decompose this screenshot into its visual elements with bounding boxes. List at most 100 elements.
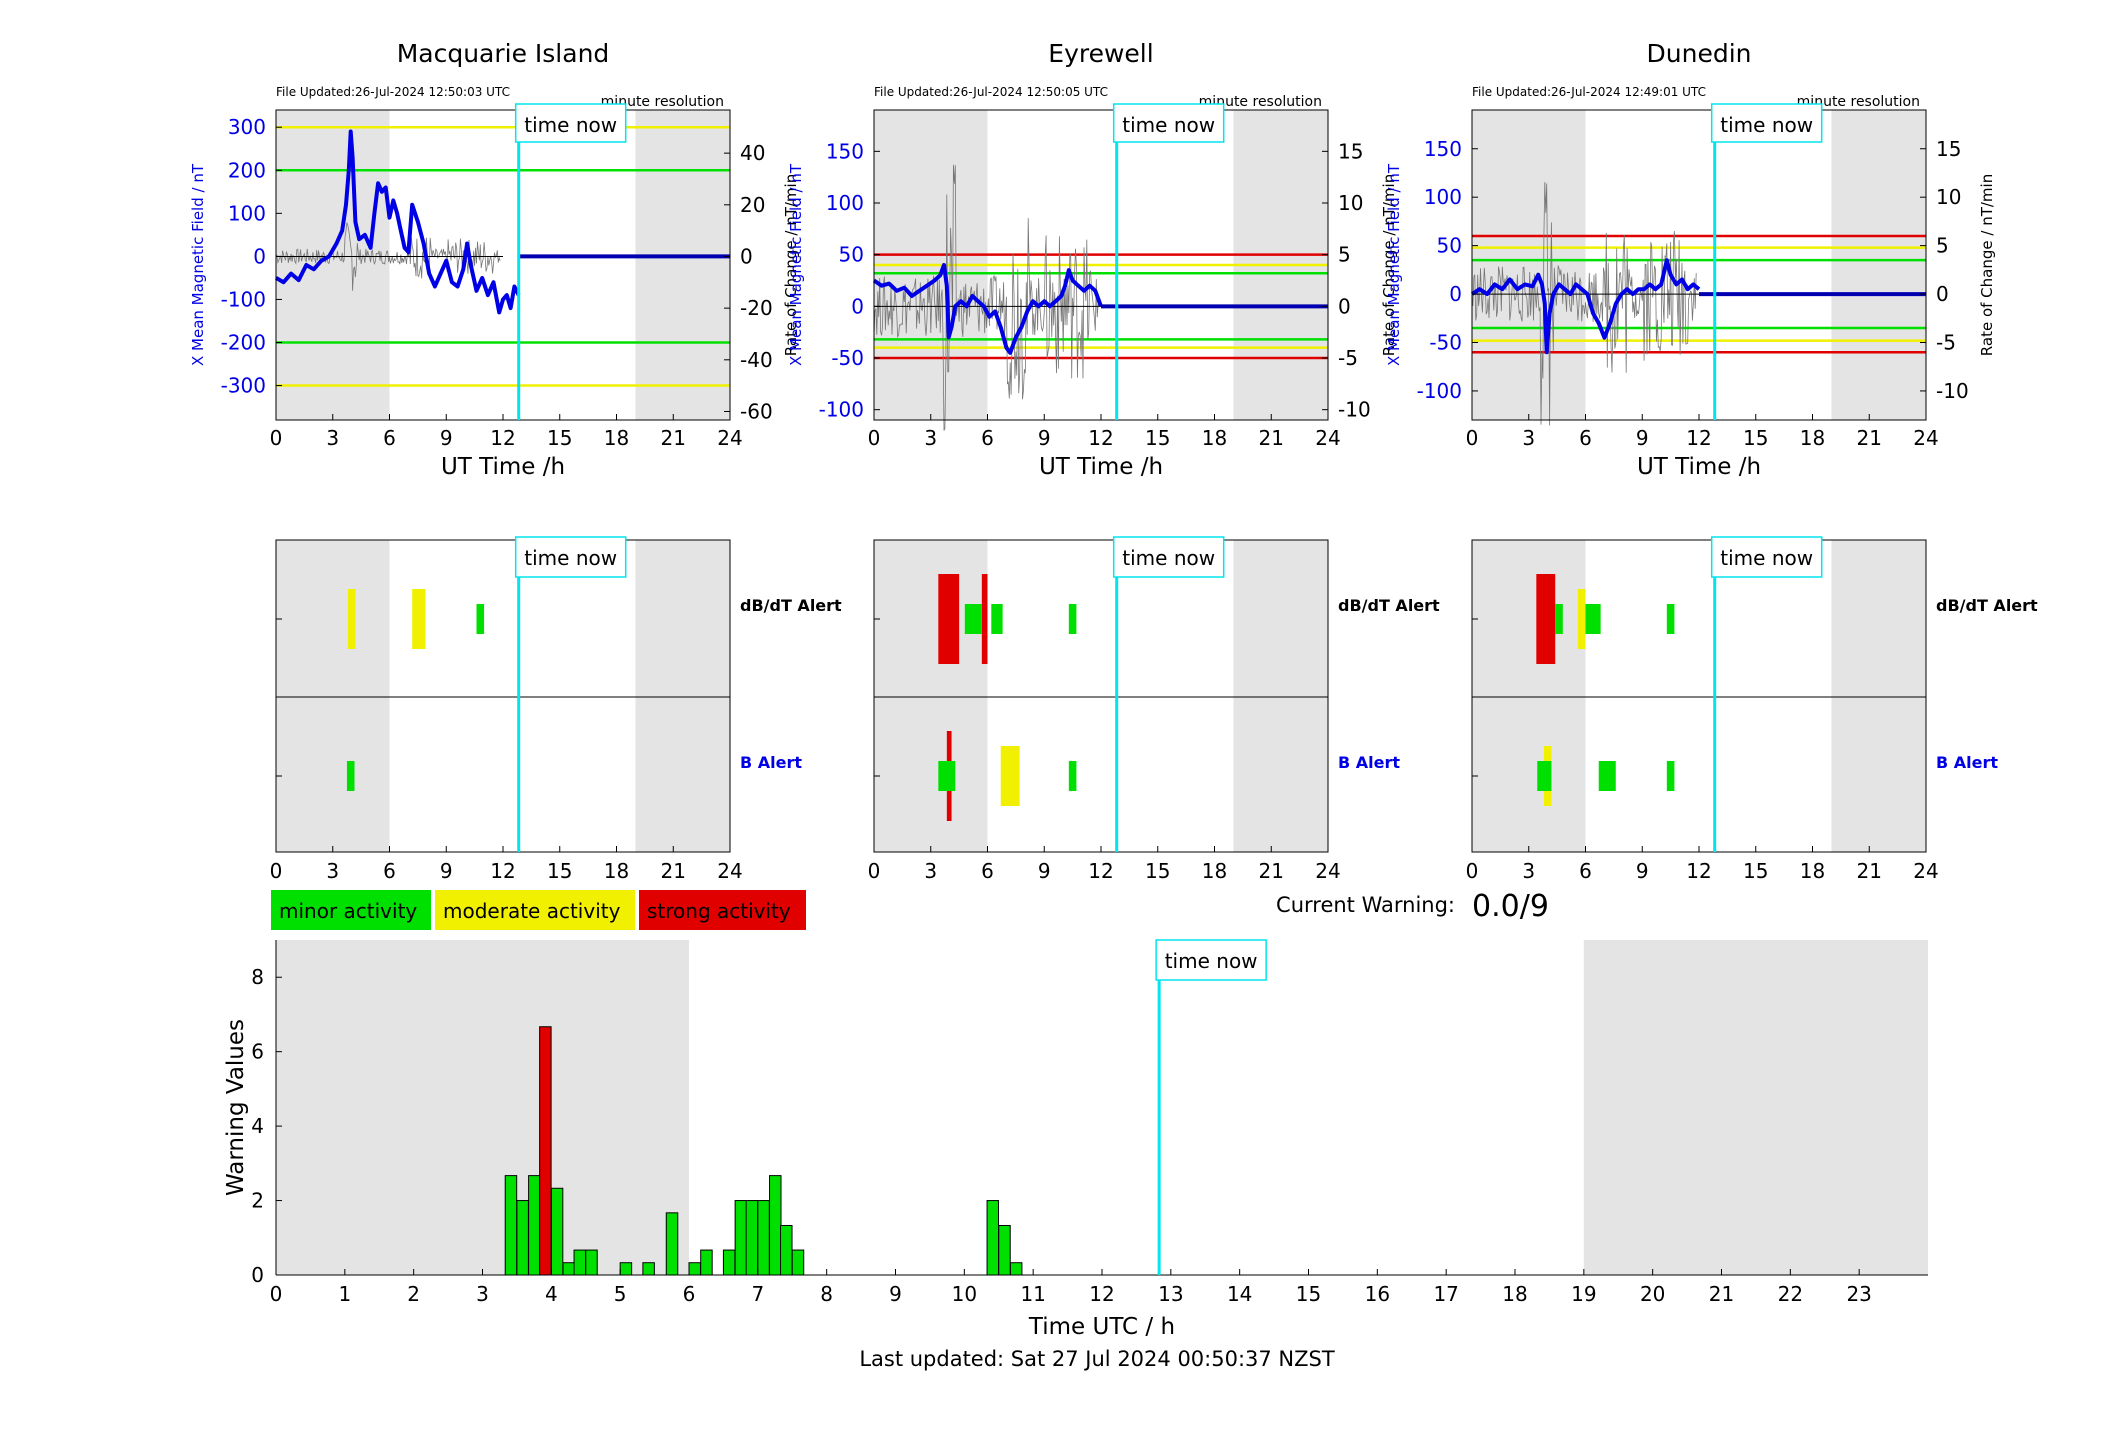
y-axis-label: X Mean Magnetic Field / nT xyxy=(1385,163,1403,366)
x-tick-label: 17 xyxy=(1433,1282,1458,1306)
x-tick-label: 22 xyxy=(1778,1282,1803,1306)
time-now-box xyxy=(514,103,627,143)
x-tick-label: 3 xyxy=(326,426,339,450)
x-tick-label: 20 xyxy=(1640,1282,1665,1306)
y2-tick-label: -5 xyxy=(1338,346,1358,370)
x-tick-label: 3 xyxy=(1522,426,1535,450)
field-trace xyxy=(1470,258,1701,355)
y2-axis-label: Rate of Change / nT/min xyxy=(782,174,800,356)
field-trace xyxy=(872,263,1103,355)
warning-bar xyxy=(757,1200,770,1276)
station-title: Eyrewell xyxy=(1048,39,1153,68)
x-tick-label: 6 xyxy=(383,426,396,450)
x-tick-label: 9 xyxy=(1038,426,1051,450)
db-alert-block xyxy=(938,574,960,664)
legend-swatch-0 xyxy=(271,890,431,930)
time-now-label: time now xyxy=(1720,546,1813,570)
x-tick-label: 21 xyxy=(1857,426,1882,450)
night-shade xyxy=(635,110,730,420)
x-tick-label: 0 xyxy=(270,859,283,883)
x-tick-label: 24 xyxy=(1913,859,1938,883)
y2-tick-label: 0 xyxy=(740,244,753,268)
x-tick-label: 21 xyxy=(661,426,686,450)
x-tick-label: 15 xyxy=(1743,859,1768,883)
x-tick-label: 0 xyxy=(270,1282,283,1306)
y-tick-label: -100 xyxy=(819,398,864,422)
x-tick-label: 18 xyxy=(1800,426,1825,450)
warning-bar xyxy=(780,1224,793,1276)
x-tick-label: 0 xyxy=(1466,859,1479,883)
warning-bar xyxy=(665,1212,679,1276)
x-tick-label: 12 xyxy=(1686,426,1711,450)
x-tick-label: 12 xyxy=(1686,859,1711,883)
warning-bar xyxy=(1009,1262,1023,1276)
warning-bar xyxy=(734,1200,748,1276)
x-tick-label: 24 xyxy=(717,859,742,883)
db-alert-block xyxy=(1536,574,1556,664)
y2-tick-label: 5 xyxy=(1936,234,1949,258)
x-tick-label: 11 xyxy=(1020,1282,1045,1306)
b-alert-block xyxy=(1000,746,1020,806)
x-tick-label: 6 xyxy=(1579,426,1592,450)
db-alert-block xyxy=(981,574,988,664)
x-tick-label: 15 xyxy=(547,859,572,883)
x-tick-label: 6 xyxy=(383,859,396,883)
station-title: Macquarie Island xyxy=(397,39,610,68)
x-tick-label: 12 xyxy=(490,426,515,450)
station-panel-0: Macquarie Island3002001000-100-200-30040… xyxy=(189,39,842,883)
y-tick-label: 300 xyxy=(228,115,266,139)
x-tick-label: 12 xyxy=(490,859,515,883)
y-tick-label: 0 xyxy=(1449,282,1462,306)
y2-axis-label: Rate of Change / nT/min xyxy=(1380,174,1398,356)
x-tick-label: 18 xyxy=(604,426,629,450)
x-axis-label: UT Time /h xyxy=(1039,454,1163,480)
db-alert-block xyxy=(1555,604,1563,634)
x-tick-label: 2 xyxy=(407,1282,420,1306)
resolution-label: minute resolution xyxy=(601,94,724,110)
x-tick-label: 12 xyxy=(1088,426,1113,450)
warning-bar xyxy=(573,1249,587,1276)
x-tick-label: 9 xyxy=(440,426,453,450)
y-tick-label: 0 xyxy=(253,244,266,268)
b-alert-block xyxy=(1666,761,1675,791)
x-tick-label: 23 xyxy=(1846,1282,1871,1306)
x-tick-label: 9 xyxy=(889,1282,902,1306)
time-now-box xyxy=(514,536,627,578)
activity-legend: minor activity moderate activity strong ac… xyxy=(271,890,806,930)
y2-tick-label: 20 xyxy=(740,193,765,217)
x-tick-label: 24 xyxy=(1913,426,1938,450)
y-tick-label: -300 xyxy=(221,374,266,398)
db-alert-block xyxy=(412,589,426,649)
x-tick-label: 24 xyxy=(717,426,742,450)
x-tick-label: 15 xyxy=(1296,1282,1321,1306)
y2-tick-label: -10 xyxy=(1338,398,1371,422)
y-tick-label: 100 xyxy=(1424,185,1462,209)
x-tick-label: 21 xyxy=(1259,426,1284,450)
warning-bar xyxy=(722,1249,736,1276)
db-alert-block xyxy=(1666,604,1675,634)
y-tick-label: 50 xyxy=(839,243,864,267)
y-tick-label: -100 xyxy=(221,287,266,311)
x-tick-label: 1 xyxy=(338,1282,351,1306)
y-tick-label: 6 xyxy=(251,1040,264,1064)
station-title: Dunedin xyxy=(1647,39,1752,68)
x-tick-label: 10 xyxy=(952,1282,977,1306)
y2-tick-label: -60 xyxy=(740,399,773,423)
time-now-box xyxy=(1710,103,1823,143)
x-tick-label: 18 xyxy=(1800,859,1825,883)
time-now-label: time now xyxy=(1122,546,1215,570)
db-alert-block xyxy=(991,604,1003,634)
db-alert-block xyxy=(1577,589,1586,649)
y2-tick-label: 15 xyxy=(1338,139,1363,163)
db-alert-block xyxy=(476,604,485,634)
legend-swatch-2 xyxy=(639,890,806,930)
x-tick-label: 6 xyxy=(683,1282,696,1306)
y-axis-label: X Mean Magnetic Field / nT xyxy=(787,163,805,366)
x-tick-label: 3 xyxy=(1522,859,1535,883)
x-axis-label: UT Time /h xyxy=(441,454,565,480)
y-tick-label: -100 xyxy=(1417,379,1462,403)
